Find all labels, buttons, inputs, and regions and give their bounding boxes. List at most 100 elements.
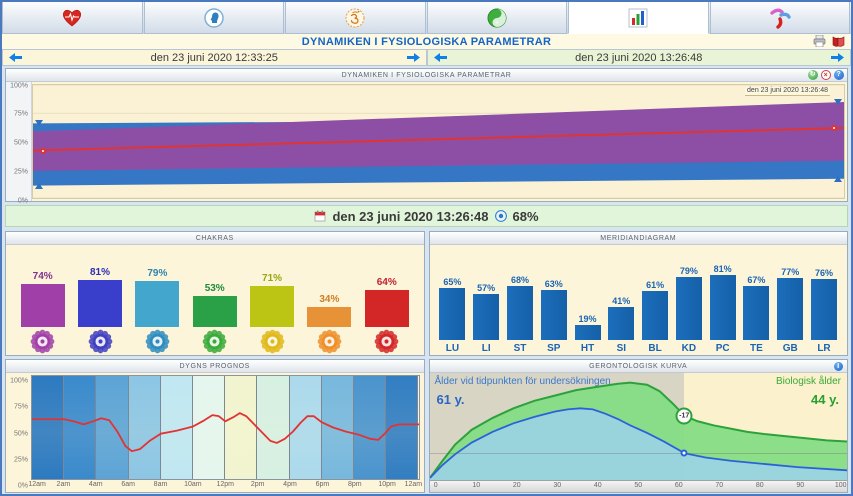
meridian-column: 81% PC bbox=[708, 245, 738, 354]
title-bar: DYNAMIKEN I FYSIOLOGISKA PARAMETRAR bbox=[2, 34, 851, 49]
tab-om[interactable] bbox=[285, 2, 426, 34]
meridian-percent-label: 65% bbox=[443, 277, 462, 287]
meridian-bar[interactable] bbox=[642, 291, 669, 340]
prev-arrow-button[interactable] bbox=[9, 52, 25, 64]
meridian-code-label: PC bbox=[715, 343, 730, 354]
tab-systems[interactable] bbox=[709, 2, 850, 34]
root-chakra-icon bbox=[374, 329, 399, 354]
x-tick-label: 90 bbox=[796, 482, 805, 489]
x-tick-label: 0 bbox=[433, 482, 438, 489]
meridian-bar[interactable] bbox=[743, 286, 770, 340]
next-arrow-button[interactable] bbox=[404, 52, 420, 64]
meridian-code-label: GB bbox=[782, 343, 798, 354]
gerontology-panel-header: GERONTOLOGISK KURVA i bbox=[429, 360, 847, 373]
chakra-percent-label: 71% bbox=[262, 272, 283, 284]
chakra-bar[interactable] bbox=[250, 285, 295, 327]
gerontology-plot-area[interactable]: -17 bbox=[429, 373, 847, 480]
x-tick-label: 10am bbox=[184, 481, 202, 488]
y-tick-label: 25% bbox=[13, 168, 28, 176]
chakras-panel-title: CHAKRAS bbox=[195, 234, 234, 242]
meridians-panel: MERIDIANDIAGRAM 65% LU 57% LI 68% ST 63% SP 19% H… bbox=[428, 231, 848, 356]
x-tick-label: 2am bbox=[56, 481, 71, 488]
forecast-time-segment bbox=[289, 376, 322, 479]
x-tick-label: 6pm bbox=[315, 481, 330, 488]
meridian-bar[interactable] bbox=[709, 275, 736, 340]
dynamics-plot-area[interactable]: den 23 juni 2020 13:26:48 bbox=[32, 84, 845, 199]
chakra-column: 53% bbox=[190, 245, 240, 355]
biological-age-value: 44 y. bbox=[811, 392, 839, 407]
meridian-percent-label: 77% bbox=[781, 267, 800, 278]
meridians-chart: 65% LU 57% LI 68% ST 63% SP 19% HT 41% SI 61% BL 79% KD… bbox=[430, 245, 848, 356]
meridian-percent-label: 81% bbox=[713, 264, 732, 275]
x-tick-label: 80 bbox=[755, 482, 764, 489]
chakra-percent-label: 53% bbox=[204, 283, 225, 295]
chakra-bar[interactable] bbox=[20, 284, 65, 327]
meridian-bar[interactable] bbox=[810, 279, 837, 340]
chakra-bar[interactable] bbox=[192, 296, 237, 327]
forecast-time-segment bbox=[354, 376, 387, 479]
age-difference-marker[interactable]: -17 bbox=[675, 407, 693, 425]
y-tick-label: 0% bbox=[17, 482, 28, 490]
x-tick-label: 20 bbox=[512, 482, 521, 489]
meridian-bar[interactable] bbox=[777, 278, 804, 340]
chakra-percent-label: 64% bbox=[376, 276, 397, 288]
close-icon[interactable]: × bbox=[821, 70, 831, 80]
x-tick-label: 10pm bbox=[378, 481, 396, 488]
meridian-bar[interactable] bbox=[439, 288, 466, 340]
tab-yinyang[interactable] bbox=[426, 2, 567, 34]
band-edge-marker bbox=[833, 175, 842, 182]
forecast-panel: DYGNS PROGNOS 100% 75% 50% 25% 0% 12am 2am 4am… bbox=[5, 359, 425, 493]
status-bar: den 23 juni 2020 13:26:48 68% bbox=[5, 205, 848, 227]
print-icon[interactable] bbox=[813, 35, 826, 47]
meridian-bar[interactable] bbox=[473, 294, 500, 340]
meridian-code-label: SP bbox=[547, 343, 561, 354]
x-tick-label: 40 bbox=[593, 482, 602, 489]
throat-chakra-icon bbox=[145, 329, 170, 354]
forecast-time-segment bbox=[64, 376, 97, 479]
book-icon[interactable] bbox=[832, 35, 845, 47]
refresh-icon[interactable]: ↻ bbox=[808, 70, 818, 80]
next-arrow-button[interactable] bbox=[828, 52, 844, 64]
trend-endpoint-marker bbox=[831, 124, 838, 131]
meridian-bar[interactable] bbox=[540, 289, 567, 340]
meridian-bar[interactable] bbox=[608, 307, 635, 340]
x-tick-label: 30 bbox=[553, 482, 562, 489]
chakras-panel-header: CHAKRAS bbox=[6, 232, 424, 245]
start-datetime-label: den 23 juni 2020 12:33:25 bbox=[150, 51, 278, 64]
om-icon bbox=[345, 8, 365, 27]
prev-arrow-button[interactable] bbox=[433, 52, 450, 64]
x-tick-label: 12am bbox=[28, 481, 46, 488]
meridian-bar[interactable] bbox=[675, 276, 702, 340]
chakra-bar[interactable] bbox=[78, 280, 123, 327]
forecast-time-segment bbox=[96, 376, 129, 479]
info-icon[interactable]: i bbox=[834, 362, 843, 371]
meridian-percent-label: 79% bbox=[679, 265, 698, 276]
biological-age-label: Biologisk ålder bbox=[775, 376, 841, 387]
current-age-label: Ålder vid tidpunkten för undersökningen bbox=[434, 376, 611, 387]
meridian-bar[interactable] bbox=[506, 285, 533, 340]
chakra-column: 64% bbox=[362, 245, 412, 355]
chakra-column: 79% bbox=[132, 245, 182, 355]
tab-heart[interactable] bbox=[2, 2, 143, 34]
tab-dynamics[interactable] bbox=[568, 2, 709, 34]
crown-chakra-icon bbox=[30, 329, 55, 354]
meridian-code-label: LR bbox=[817, 343, 831, 354]
meridian-man-icon bbox=[770, 8, 791, 29]
meridian-code-label: ST bbox=[513, 343, 527, 354]
chakra-percent-label: 79% bbox=[147, 268, 168, 280]
forecast-plot-area[interactable] bbox=[31, 375, 420, 480]
chakra-bar[interactable] bbox=[307, 307, 352, 327]
tab-head[interactable] bbox=[143, 2, 284, 34]
chakra-column: 74% bbox=[18, 245, 68, 355]
help-icon[interactable]: ? bbox=[834, 70, 844, 80]
current-age-value: 61 y. bbox=[436, 392, 465, 407]
y-tick-label: 0% bbox=[17, 197, 28, 205]
chakra-bar[interactable] bbox=[364, 289, 409, 327]
forecast-panel-header: DYGNS PROGNOS bbox=[6, 360, 424, 373]
meridian-column: 61% BL bbox=[640, 245, 670, 354]
end-datetime-label: den 23 juni 2020 13:26:48 bbox=[575, 51, 703, 64]
forecast-time-segment bbox=[321, 376, 355, 479]
chakra-bar[interactable] bbox=[135, 281, 180, 327]
meridian-percent-label: 61% bbox=[646, 280, 665, 291]
meridian-bar[interactable] bbox=[574, 324, 601, 340]
